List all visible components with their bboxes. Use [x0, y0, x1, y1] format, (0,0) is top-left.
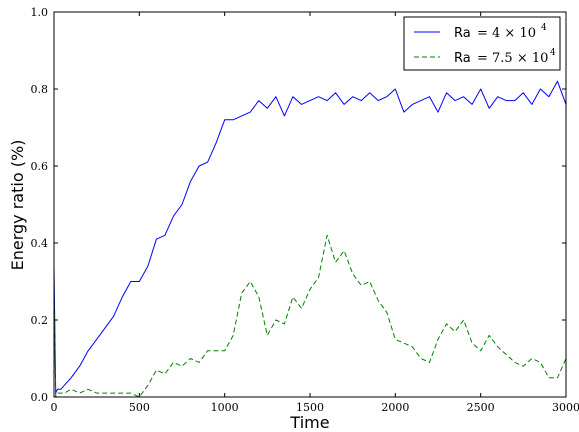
series-line-2	[53, 234, 567, 398]
x-tick-label: 500	[129, 401, 150, 414]
legend-label-prefix-2: Ra	[454, 51, 471, 66]
series-line-1	[53, 80, 567, 394]
legend-label-prefix-1: Ra	[454, 26, 471, 41]
x-tick-label: 3000	[552, 401, 579, 414]
y-tick-label: 1.0	[31, 6, 49, 19]
x-tick-label: 0	[51, 401, 58, 414]
legend-label-math-2: = 7.5 × 10	[477, 51, 548, 66]
legend-entry-1: Ra = 4 × 10 4	[414, 23, 547, 41]
series-layer	[53, 80, 567, 398]
legend-label-exp-2: 4	[550, 48, 556, 58]
legend-label-math-1: = 4 × 10	[477, 26, 536, 41]
y-tick-label: 0.2	[31, 314, 49, 327]
legend-entry-2: Ra = 7.5 × 10 4	[414, 48, 556, 66]
x-tick-label: 2500	[467, 401, 495, 414]
plot-area: 0 500 1000 1500 2000 2500 3000 0.0 0.2 0.4 0.6 0.8 1…	[31, 6, 579, 414]
y-tick-label: 0.8	[31, 83, 49, 96]
y-tick-label: 0.6	[31, 160, 49, 173]
x-tick-label: 1500	[296, 401, 324, 414]
plot-background	[54, 12, 566, 397]
legend-box	[403, 16, 561, 71]
x-axis-title: Time	[289, 413, 329, 432]
x-tick-label: 2000	[381, 401, 409, 414]
ticks-layer: 0 500 1000 1500 2000 2500 3000 0.0 0.2 0.4 0.6 0.8 1…	[31, 6, 579, 414]
legend-label-exp-1: 4	[541, 23, 547, 33]
y-tick-label: 0.4	[31, 237, 49, 250]
y-tick-label: 0.0	[31, 391, 49, 404]
y-axis-title: Energy ratio (%)	[8, 140, 27, 271]
legend: Ra = 4 × 10 4 Ra = 7.5 × 10 4	[403, 16, 561, 71]
x-tick-label: 1000	[211, 401, 239, 414]
